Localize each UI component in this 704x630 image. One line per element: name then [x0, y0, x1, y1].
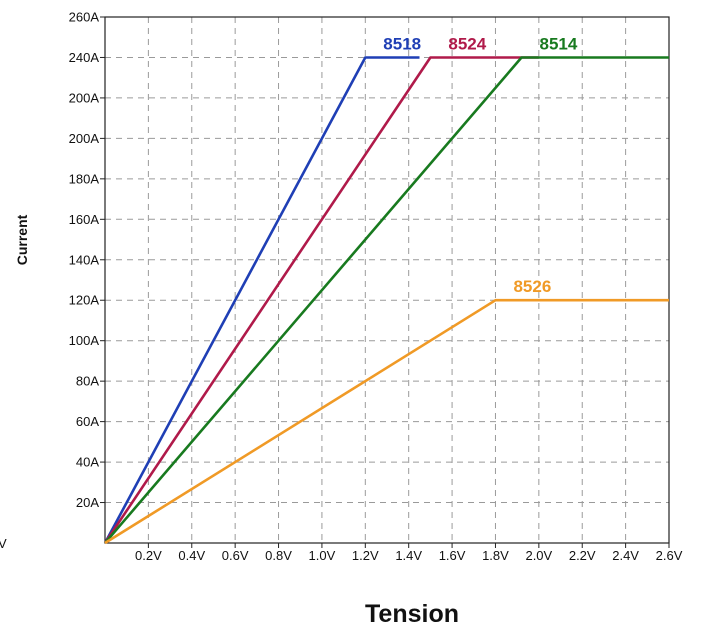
- x-tick-label-3: 0.8V: [265, 548, 292, 563]
- y-tick-label-4: 100A: [69, 333, 100, 348]
- x-tick-label-8: 1.8V: [482, 548, 509, 563]
- plot-frame: [104, 16, 670, 544]
- series-label-8524: 8524: [448, 34, 486, 53]
- y-tick-label-0: 20A: [76, 495, 99, 510]
- series-line-8514: [104, 56, 669, 544]
- y-tick-label-2: 60A: [76, 414, 99, 429]
- series-line-8526: [104, 298, 669, 545]
- x-axis-title: Tension: [365, 600, 459, 628]
- series-label-8526: 8526: [513, 277, 551, 296]
- y-axis-title: Current: [14, 214, 30, 265]
- y-tick-label-1: 40A: [76, 455, 99, 470]
- y-tick-label-12: 260A: [69, 10, 100, 25]
- x-tick-label-10: 2.2V: [569, 548, 596, 563]
- series-label-8514: 8514: [539, 34, 577, 53]
- stray-text: V: [0, 536, 7, 551]
- y-tick-label-7: 160A: [69, 212, 100, 227]
- x-tick-label-12: 2.6V: [656, 548, 683, 563]
- y-tick-label-8: 180A: [69, 171, 100, 186]
- series-line-8518: [103, 56, 420, 544]
- x-tick-label-7: 1.6V: [439, 548, 466, 563]
- x-tick-label-1: 0.4V: [178, 548, 205, 563]
- x-tick-label-4: 1.0V: [309, 548, 336, 563]
- x-tick-label-6: 1.4V: [395, 548, 422, 563]
- y-tick-label-9: 200A: [69, 131, 100, 146]
- x-tick-label-2: 0.6V: [222, 548, 249, 563]
- y-tick-label-11: 240A: [69, 50, 100, 65]
- y-tick-label-5: 120A: [69, 293, 100, 308]
- x-tick-label-11: 2.4V: [612, 548, 639, 563]
- series-line-8524: [103, 56, 539, 544]
- x-tick-label-0: 0.2V: [135, 548, 162, 563]
- y-tick-label-3: 80A: [76, 374, 99, 389]
- x-tick-label-5: 1.2V: [352, 548, 379, 563]
- series-label-8518: 8518: [383, 34, 421, 53]
- x-tick-label-9: 2.0V: [525, 548, 552, 563]
- y-tick-label-6: 140A: [69, 252, 100, 267]
- y-tick-label-10: 200A: [69, 90, 100, 105]
